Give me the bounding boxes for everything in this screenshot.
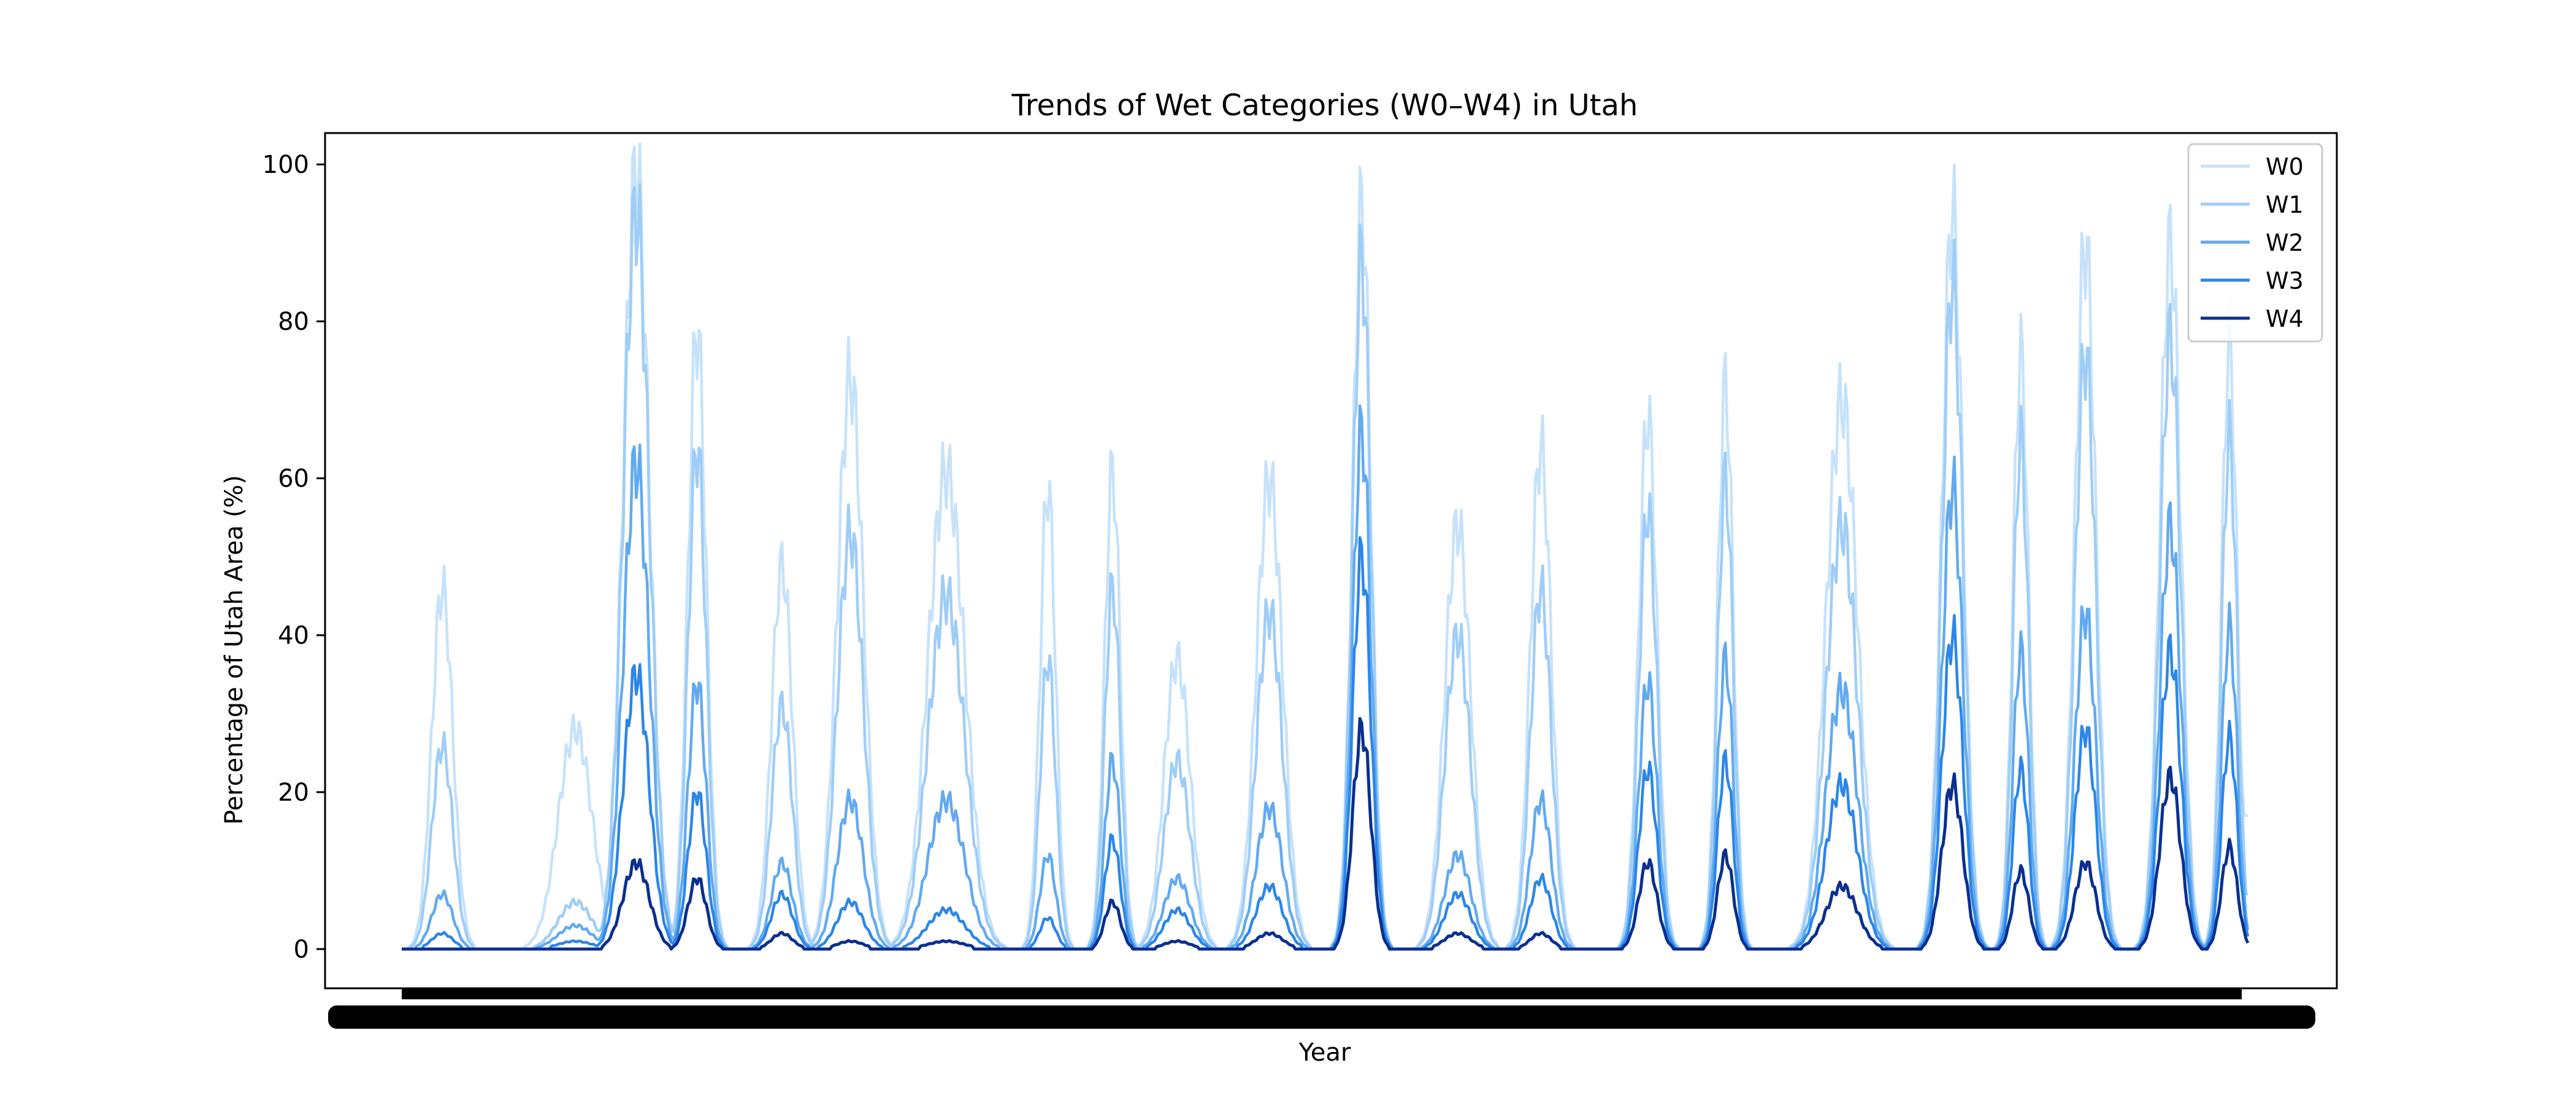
chart-title: Trends of Wet Categories (W0–W4) in Utah (1011, 88, 1638, 123)
legend-box (2187, 143, 2323, 343)
y-tick-label: 20 (278, 779, 309, 807)
legend-label-w2: W2 (2266, 229, 2304, 256)
x-tick-labels-band (328, 1005, 2315, 1029)
legend-label-w1: W1 (2266, 191, 2304, 218)
y-tick-label: 60 (278, 465, 309, 493)
x-axis-label: Year (1298, 1039, 1351, 1067)
y-tick-label: 80 (278, 308, 309, 336)
y-axis-label: Percentage of Utah Area (%) (220, 475, 248, 825)
legend-label-w4: W4 (2266, 305, 2304, 332)
x-tick-marks-band (402, 988, 2242, 999)
x-tick-labels-underline (337, 1026, 2220, 1029)
series-line-w4 (402, 717, 2250, 951)
y-tick-label: 40 (278, 622, 309, 650)
y-tick-label: 100 (263, 151, 309, 179)
legend-label-w3: W3 (2266, 267, 2304, 294)
y-tick-label: 0 (294, 936, 309, 964)
legend-label-w0: W0 (2266, 153, 2304, 180)
x-tick-labels-overlap (328, 988, 2315, 1029)
